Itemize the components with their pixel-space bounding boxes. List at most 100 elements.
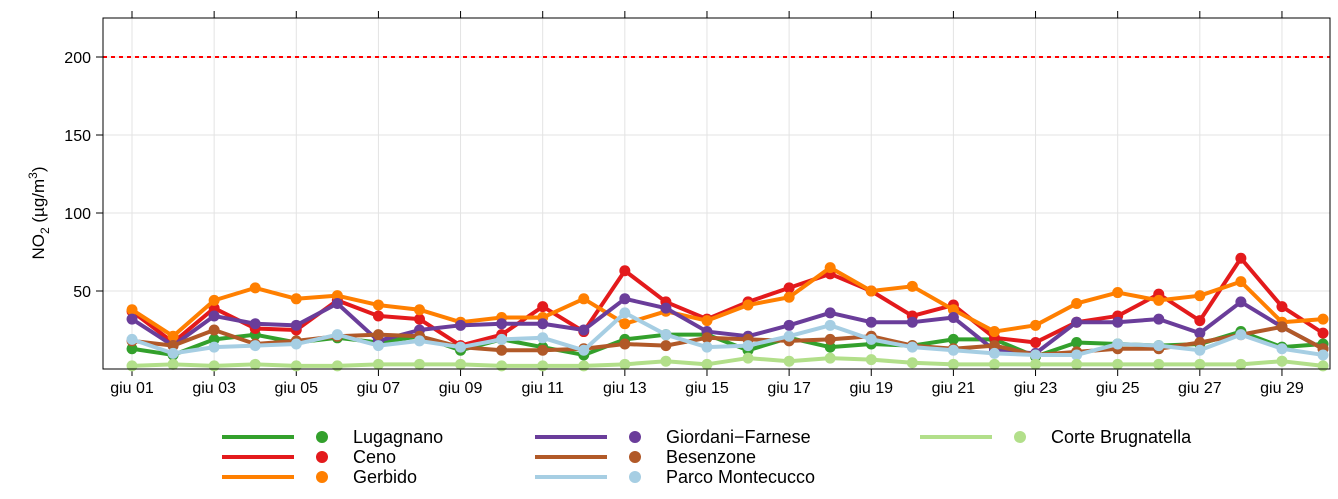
y-label-part: 2 [38, 227, 52, 234]
series-point [1235, 358, 1247, 370]
x-tick-label: giu 21 [932, 380, 976, 397]
x-tick-label: giu 05 [274, 380, 318, 397]
series-point [742, 299, 754, 311]
x-tick-label: giu 29 [1260, 380, 1304, 397]
series-point [742, 352, 754, 364]
legend-dot [629, 471, 641, 483]
series-point [947, 312, 959, 324]
series-line [130, 265, 1324, 339]
series-point [578, 344, 590, 356]
series-point [249, 318, 261, 330]
legend-label: Giordani−Farnese [666, 427, 811, 447]
series-point [824, 333, 836, 345]
series-point [906, 357, 918, 369]
series-point [1153, 358, 1165, 370]
legend-dot [1014, 431, 1026, 443]
series-point [865, 333, 877, 345]
series-point [1112, 358, 1124, 370]
series-point [537, 301, 549, 313]
series-point [126, 313, 138, 325]
series-point [783, 291, 795, 303]
series-point [208, 310, 220, 322]
series-point [331, 329, 343, 341]
series-point [1235, 296, 1247, 308]
series-point [496, 333, 508, 345]
series-point [783, 282, 795, 294]
series-point [1153, 313, 1165, 325]
series-point [660, 355, 672, 367]
series-point [126, 333, 138, 345]
series-point [619, 293, 631, 305]
y-label-part: (µg/m [29, 179, 48, 228]
x-tick-label: giu 09 [439, 380, 483, 397]
series-point [701, 315, 713, 327]
y-tick-label: 150 [64, 128, 91, 145]
series-point [290, 360, 302, 372]
series-point [742, 340, 754, 352]
series-point [1317, 313, 1329, 325]
legend-dot [316, 431, 328, 443]
y-label-part: NO [29, 234, 48, 260]
series-point [208, 324, 220, 336]
series-point [1112, 338, 1124, 350]
series-point [1030, 336, 1042, 348]
legend-label: Corte Brugnatella [1051, 427, 1192, 447]
series-point [619, 338, 631, 350]
series-point [947, 358, 959, 370]
series-point [988, 347, 1000, 359]
series-point [537, 344, 549, 356]
series-point [455, 358, 467, 370]
series-point [824, 262, 836, 274]
series-point [988, 326, 1000, 338]
series-point [1276, 301, 1288, 313]
y-label-part: 3 [26, 172, 40, 179]
series-point [126, 360, 138, 372]
series-point [537, 360, 549, 372]
series-point [619, 358, 631, 370]
x-tick-label: giu 11 [521, 380, 564, 397]
series-point [1194, 336, 1206, 348]
x-tick-label: giu 07 [357, 380, 401, 397]
series-point [331, 290, 343, 302]
series-point [290, 338, 302, 350]
series-point [249, 358, 261, 370]
series-point [619, 318, 631, 330]
series-point [537, 332, 549, 344]
series-point [249, 282, 261, 294]
series-point [1276, 355, 1288, 367]
series-point [1194, 358, 1206, 370]
legend-label: Gerbido [353, 467, 417, 487]
series-point [208, 341, 220, 353]
series-point [1071, 358, 1083, 370]
series-point [1317, 327, 1329, 339]
series-point [1030, 349, 1042, 361]
series-point [701, 358, 713, 370]
series-point [1071, 316, 1083, 328]
x-tick-label: giu 13 [603, 380, 647, 397]
series-point [208, 360, 220, 372]
y-axis-label: NO2 (µg/m3) [26, 166, 52, 259]
series-line [131, 356, 1324, 368]
series-point [331, 360, 343, 372]
series-point [290, 293, 302, 305]
series-point [906, 316, 918, 328]
x-tick-label: giu 25 [1096, 380, 1140, 397]
series-point [496, 344, 508, 356]
series-point [1276, 321, 1288, 333]
series-point [1194, 315, 1206, 327]
series-point [413, 335, 425, 347]
legend-dot [629, 451, 641, 463]
series-point [906, 341, 918, 353]
series-point [167, 340, 179, 352]
series-point [660, 329, 672, 341]
series-point [578, 360, 590, 372]
series-point [865, 354, 877, 366]
series-point [1194, 290, 1206, 302]
plot-frame [102, 17, 1331, 370]
series-point [619, 265, 631, 277]
y-label-part: ) [29, 166, 48, 172]
series-point [331, 297, 343, 309]
series-point [1112, 316, 1124, 328]
series-point [372, 329, 384, 341]
